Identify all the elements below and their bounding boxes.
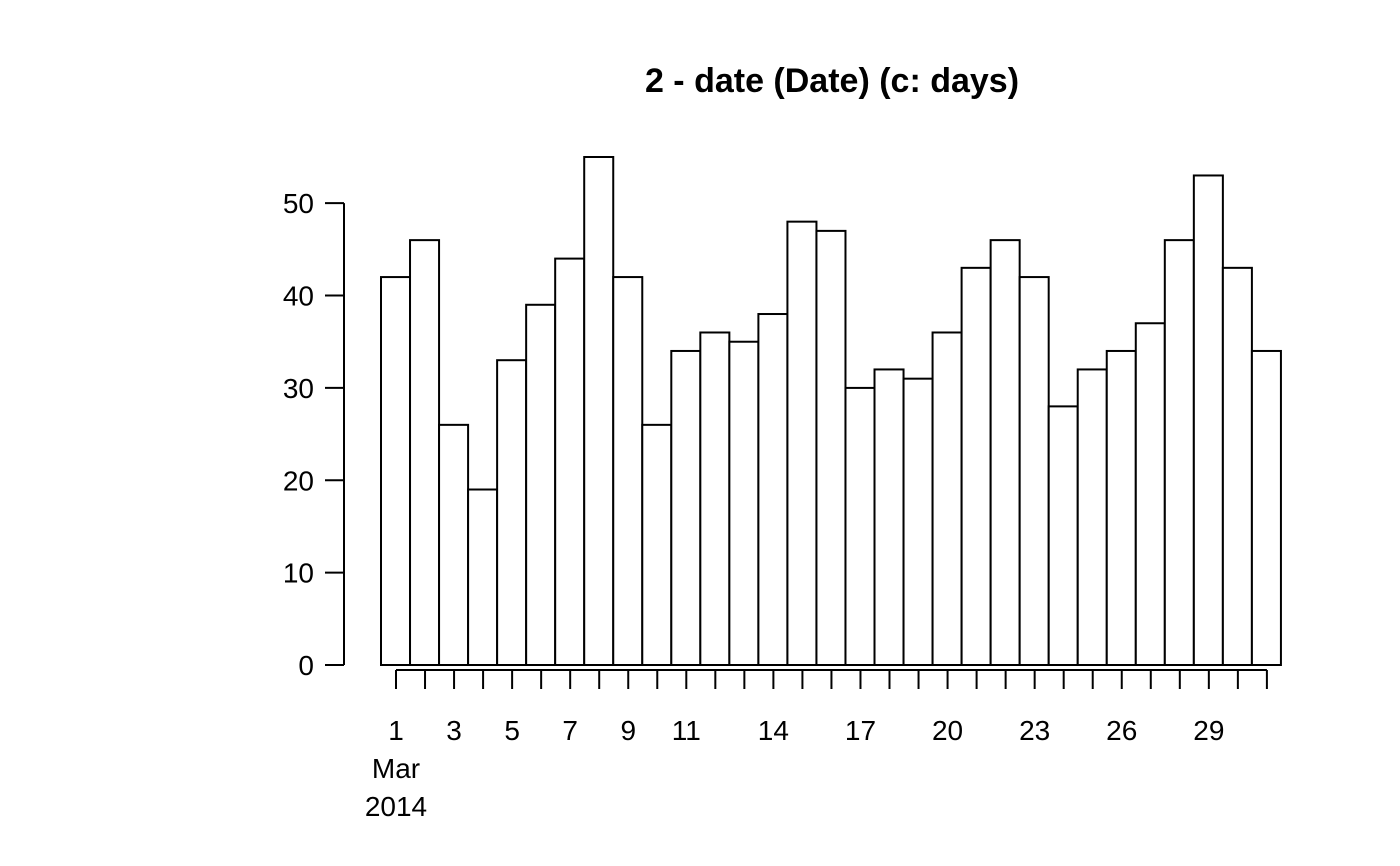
bar-2014-03-27 xyxy=(1134,322,1166,666)
bar-2014-03-23 xyxy=(1018,276,1050,666)
bar-2014-03-13 xyxy=(728,340,760,666)
bar-2014-03-21 xyxy=(960,266,992,666)
y-axis: 0 10 20 30 40 50 xyxy=(283,188,345,681)
y-tick-label-10: 10 xyxy=(283,558,314,589)
bar-2014-03-15 xyxy=(786,220,818,666)
bar-2014-03-29 xyxy=(1192,174,1224,666)
bar-2014-03-11 xyxy=(670,349,702,666)
bar-2014-03-05 xyxy=(496,359,528,666)
bar-2014-03-25 xyxy=(1076,368,1108,666)
bars-group xyxy=(380,156,1282,667)
bar-2014-03-19 xyxy=(902,377,934,666)
y-tick-label-20: 20 xyxy=(283,465,314,496)
chart-title: 2 - date (Date) (c: days) xyxy=(645,62,1019,100)
bar-2014-03-03 xyxy=(438,423,470,666)
bar-2014-03-12 xyxy=(699,331,731,666)
bar-2014-03-16 xyxy=(815,229,847,666)
x-tick-label-26: 26 xyxy=(1106,715,1137,746)
x-tick-label-9: 9 xyxy=(620,715,636,746)
x-tick-label-20: 20 xyxy=(932,715,963,746)
y-tick-label-30: 30 xyxy=(283,373,314,404)
bar-2014-03-09 xyxy=(612,276,644,666)
x-tick-label-1: 1 xyxy=(388,715,404,746)
x-tick-label-3: 3 xyxy=(446,715,462,746)
y-tick-label-0: 0 xyxy=(298,650,314,681)
bar-2014-03-31 xyxy=(1250,349,1282,666)
bar-2014-03-18 xyxy=(873,368,905,666)
x-tick-label-5: 5 xyxy=(504,715,520,746)
x-tick-label-7: 7 xyxy=(562,715,578,746)
y-tick-label-50: 50 xyxy=(283,188,314,219)
x-year-label: 2014 xyxy=(365,791,427,822)
bar-2014-03-26 xyxy=(1105,349,1137,666)
x-tick-label-14: 14 xyxy=(758,715,789,746)
x-month-label: Mar xyxy=(372,753,420,784)
bar-2014-03-17 xyxy=(844,386,876,666)
bar-2014-03-20 xyxy=(931,331,963,666)
x-tick-label-29: 29 xyxy=(1193,715,1224,746)
bar-2014-03-02 xyxy=(409,239,441,666)
bar-2014-03-04 xyxy=(467,488,499,667)
x-tick-label-23: 23 xyxy=(1019,715,1050,746)
bar-2014-03-06 xyxy=(525,303,557,666)
bar-2014-03-24 xyxy=(1047,405,1079,666)
bar-2014-03-07 xyxy=(554,257,586,666)
x-tick-label-11: 11 xyxy=(672,715,701,746)
x-tick-label-17: 17 xyxy=(845,715,876,746)
bar-2014-03-01 xyxy=(380,276,412,666)
bar-2014-03-30 xyxy=(1221,266,1253,666)
bar-2014-03-10 xyxy=(641,423,673,666)
y-tick-label-40: 40 xyxy=(283,281,314,312)
bar-2014-03-08 xyxy=(583,156,615,666)
bar-2014-03-14 xyxy=(757,313,789,666)
bar-2014-03-28 xyxy=(1163,239,1195,666)
bar-2014-03-22 xyxy=(989,239,1021,666)
x-axis: 1 3 5 7 9 11 14 17 20 23 26 29 Mar 2014 xyxy=(365,669,1268,822)
